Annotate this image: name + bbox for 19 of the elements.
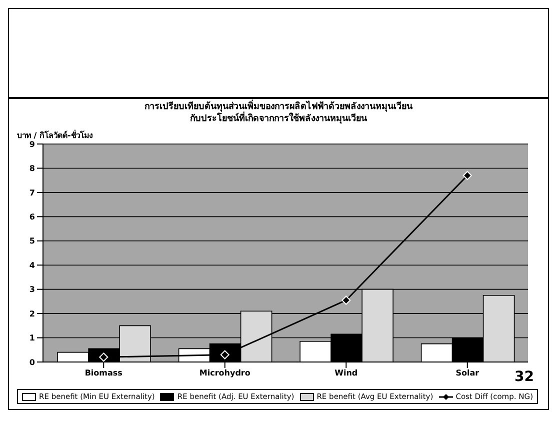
point [342,296,351,305]
y-tick-label: 0 [29,358,36,367]
y-tick-label: 9 [29,140,36,149]
y-tick-label: 5 [29,236,36,246]
x-tick-label: Biomass [84,368,123,378]
y-axis-title: บาท / กิโลวัตต์-ชั่วโมง [17,129,93,141]
point [462,170,472,180]
x-tick-label: Wind [334,368,358,378]
text: 32 [514,369,534,385]
y-tick-label: 4 [29,260,36,270]
y-tick-label: 3 [29,285,35,294]
y-tick-label: 8 [29,164,36,174]
y-tick-label: 2 [29,309,35,318]
y-tick-label: 1 [29,334,36,343]
y-tick-label: 6 [29,212,36,222]
x-tick-label: Solar [456,368,480,378]
y-tick-label: 7 [29,188,35,198]
x-tick-label: Microhydro [199,368,251,378]
chart-title: การเปรียบเทียบต้นทุนส่วนเพิ่มของการผลิตไฟฟ้าด้วยพลังงานหมุนเวียน กับประโยชน์ที่เกิดจากการใช้พลังงานหมุนเวียน [144,101,414,125]
